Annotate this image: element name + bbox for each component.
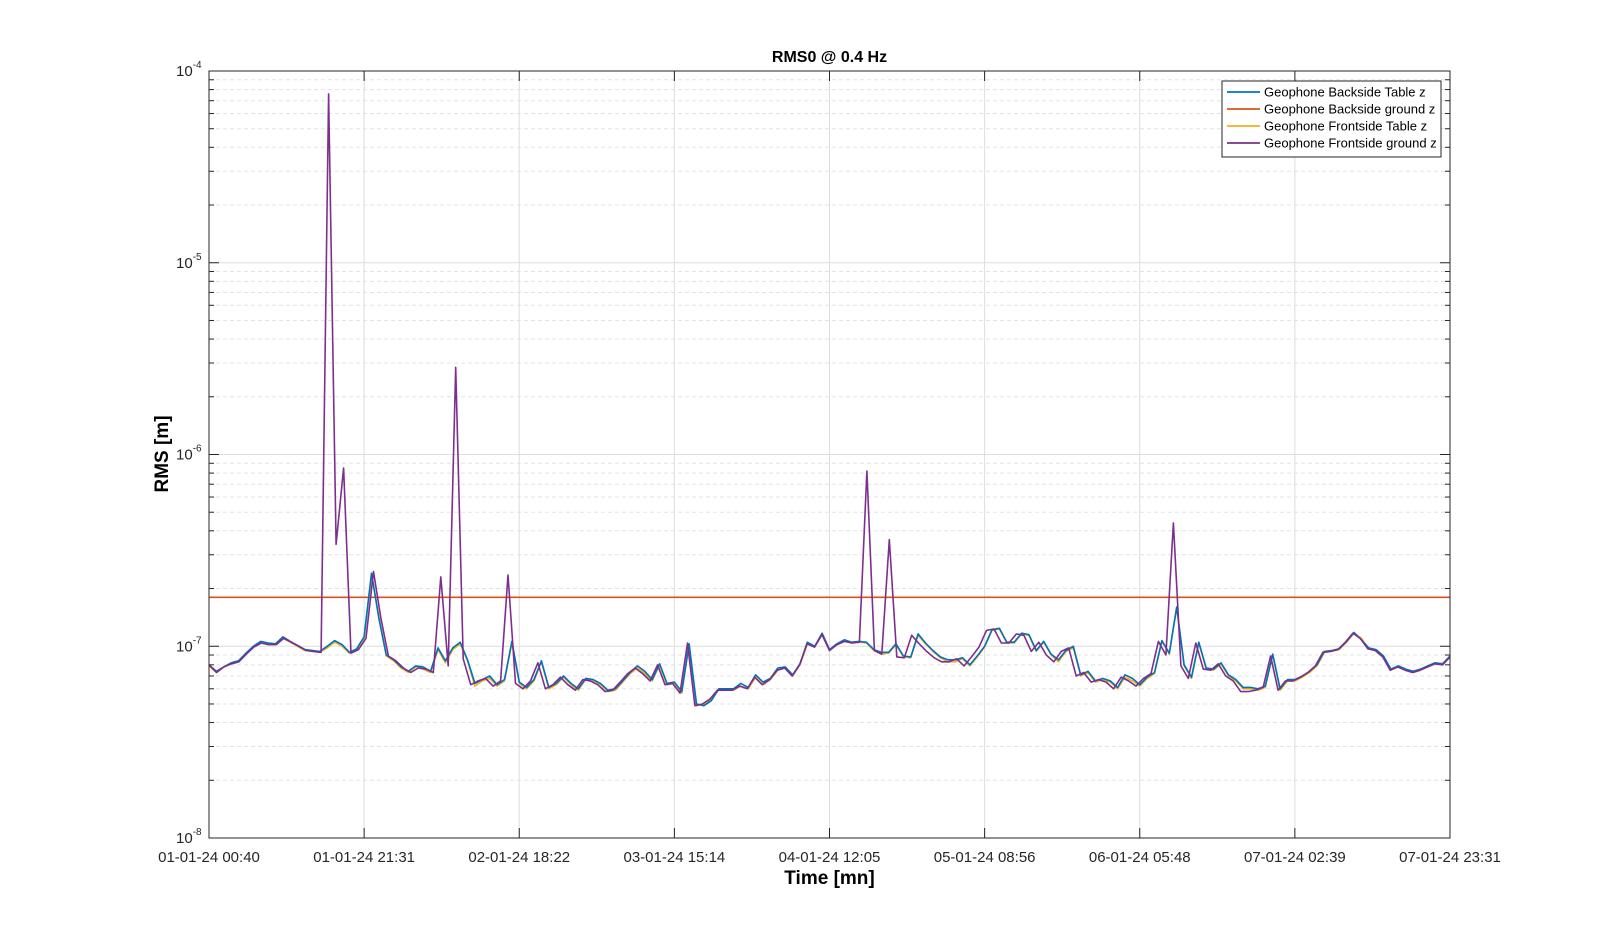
legend-label: Geophone Backside Table z (1264, 85, 1426, 100)
y-tick-labels: 10-810-710-610-510-4 (176, 60, 202, 847)
chart-title: RMS0 @ 0.4 Hz (772, 49, 887, 66)
axis-ticks (208, 70, 1451, 839)
y-tick-exponent: -7 (193, 635, 202, 646)
legend-box (1221, 80, 1442, 158)
x-tick-label: 01-01-24 00:40 (158, 849, 260, 866)
x-tick-label: 01-01-24 21:31 (313, 849, 415, 866)
legend-label: Geophone Backside ground z (1264, 102, 1435, 117)
y-tick-label: 10-4 (176, 60, 202, 80)
y-tick-label: 10-6 (176, 444, 202, 464)
y-tick-exponent: -6 (193, 444, 202, 455)
x-tick-label: 02-01-24 18:22 (468, 849, 570, 866)
x-axis-label: Time [mn] (784, 868, 874, 889)
series-lines (208, 93, 1451, 707)
y-tick-label: 10-7 (176, 635, 202, 655)
y-tick-label: 10-5 (176, 252, 202, 272)
y-tick-base: 10 (176, 638, 193, 655)
legend-label: Geophone Frontside ground z (1264, 136, 1437, 151)
x-tick-label: 07-01-24 02:39 (1244, 849, 1346, 866)
y-tick-exponent: -4 (193, 60, 202, 71)
x-tick-label: 05-01-24 08:56 (934, 849, 1036, 866)
y-tick-exponent: -5 (193, 252, 202, 263)
x-tick-label: 03-01-24 15:14 (624, 849, 726, 866)
y-tick-base: 10 (176, 830, 193, 847)
series-line-3 (208, 93, 1451, 707)
x-tick-labels: 01-01-24 00:40 01-01-24 21:31 02-01-24 18:… (158, 849, 1501, 866)
x-tick-label: 04-01-24 12:05 (779, 849, 881, 866)
x-tick-label: 07-01-24 23:31 (1399, 849, 1501, 866)
x-tick-label: 06-01-24 05:48 (1089, 849, 1191, 866)
y-tick-base: 10 (176, 255, 193, 272)
y-tick-exponent: -8 (193, 827, 202, 838)
y-tick-base: 10 (176, 447, 193, 464)
legend-label: Geophone Frontside Table z (1264, 119, 1427, 134)
y-axis-label: RMS [m] (152, 415, 173, 492)
y-tick-label: 10-8 (176, 827, 202, 847)
y-tick-base: 10 (176, 63, 193, 80)
legend: Geophone Backside Table z Geophone Backsi… (1221, 80, 1442, 158)
